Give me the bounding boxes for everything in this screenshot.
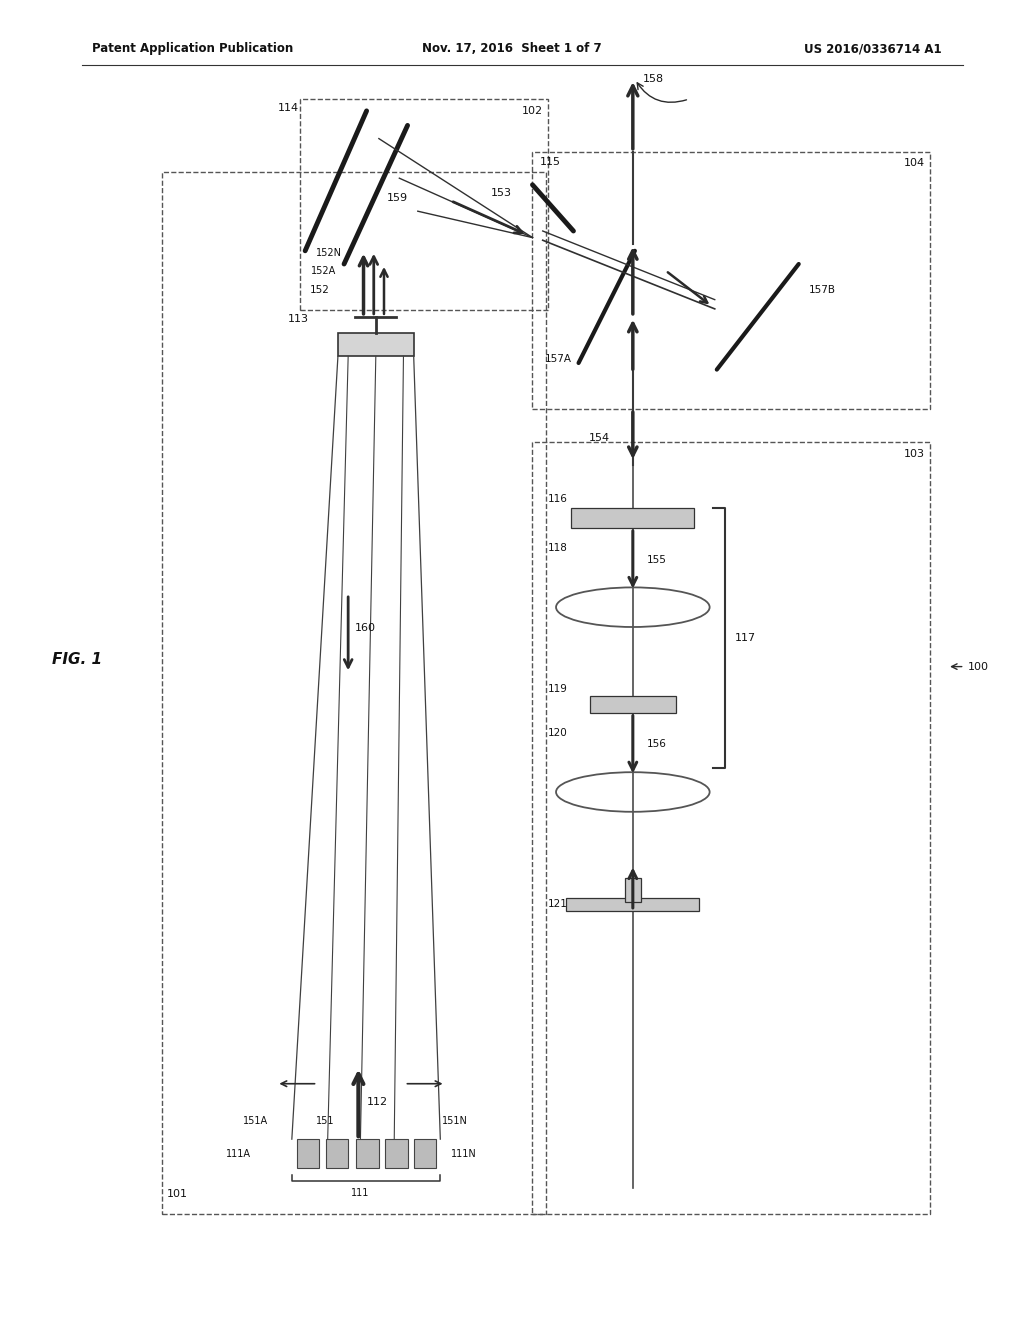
Text: 111N: 111N [451,1148,476,1159]
Text: 151A: 151A [243,1115,268,1126]
Text: Patent Application Publication: Patent Application Publication [92,42,294,55]
Text: 112: 112 [367,1097,388,1107]
Bar [385,1139,408,1168]
Text: 116: 116 [548,494,567,504]
Bar [300,99,548,310]
Text: 151: 151 [316,1115,335,1126]
Text: 115: 115 [540,157,561,168]
Text: 101: 101 [167,1188,188,1199]
Text: US 2016/0336714 A1: US 2016/0336714 A1 [805,42,942,55]
Text: 100: 100 [968,661,989,672]
Text: 155: 155 [647,554,667,565]
Text: 102: 102 [521,106,543,116]
Text: 152: 152 [310,285,330,296]
Text: 117: 117 [735,634,757,643]
Bar [326,1139,348,1168]
Text: 157B: 157B [809,285,836,296]
Text: Nov. 17, 2016  Sheet 1 of 7: Nov. 17, 2016 Sheet 1 of 7 [422,42,602,55]
Text: 156: 156 [647,739,667,750]
Bar [356,1139,379,1168]
Bar [414,1139,436,1168]
Text: 103: 103 [903,449,925,459]
Text: 114: 114 [278,103,299,114]
Text: FIG. 1: FIG. 1 [52,652,101,668]
Text: 104: 104 [903,158,925,169]
Text: 154: 154 [589,433,610,444]
Text: 151N: 151N [442,1115,468,1126]
Text: 120: 120 [548,727,567,738]
Text: 118: 118 [548,543,567,553]
Bar [590,696,676,713]
Text: 157A: 157A [545,354,571,364]
Bar [571,508,694,528]
Bar [162,172,546,1214]
Text: 121: 121 [548,899,567,909]
Bar [532,152,930,409]
Bar [532,442,930,1214]
Text: 111: 111 [351,1188,370,1199]
Text: 113: 113 [288,314,309,325]
Bar [625,878,641,902]
Text: 153: 153 [490,187,512,198]
Text: 160: 160 [355,623,377,634]
Bar [297,1139,319,1168]
Text: 119: 119 [548,684,567,694]
Bar [566,898,699,911]
Text: 152A: 152A [310,265,336,276]
Bar [338,333,414,356]
Text: 111A: 111A [226,1148,251,1159]
Text: 152N: 152N [316,248,342,259]
Text: 159: 159 [387,193,409,203]
Text: 158: 158 [643,74,665,84]
